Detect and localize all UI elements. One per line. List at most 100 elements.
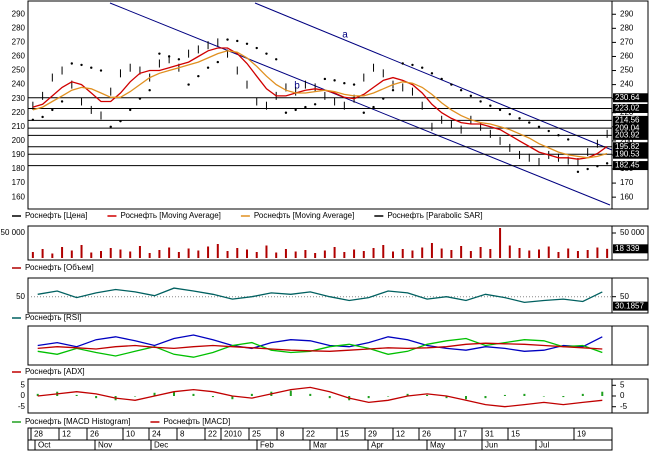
series-line (37, 287, 603, 304)
bar (426, 394, 429, 396)
date-day-label: 17 (458, 430, 467, 439)
sar-dot (313, 103, 317, 106)
price-level-box (613, 115, 648, 125)
y-tick-label: 50 000 (1, 228, 26, 237)
sar-dot (265, 52, 268, 55)
bar (187, 248, 190, 258)
bar (401, 249, 404, 258)
date-month-label: Feb (260, 441, 274, 450)
date-day-label: 10 (126, 430, 135, 439)
bar (392, 251, 394, 258)
bar (328, 396, 331, 399)
bar (353, 249, 356, 258)
bar (557, 252, 560, 258)
date-day-label: 12 (396, 430, 405, 439)
y-tick-label: -5 (18, 402, 26, 411)
bar (596, 247, 599, 258)
date-day-label: 28 (34, 430, 43, 439)
date-axis-frame (27, 427, 613, 451)
y-tick-label: 230 (12, 94, 26, 103)
y-tick-label: 220 (12, 108, 26, 117)
bar (109, 248, 112, 258)
y-tick-label: 5 (21, 380, 26, 389)
y-tick-label: 170 (12, 178, 26, 187)
price-level-box (613, 161, 648, 171)
date-month-label: Jul (539, 441, 549, 450)
sar-dot (148, 89, 151, 92)
y-tick-label-right: 0 (620, 391, 625, 400)
sar-dot (31, 118, 35, 121)
bar (31, 252, 34, 258)
bar (567, 248, 570, 258)
sar-dot (158, 52, 161, 55)
bar (489, 249, 492, 258)
sar-dot (245, 42, 249, 45)
y-tick-label-right: 260 (620, 52, 634, 61)
sar-dot (528, 121, 531, 124)
sar-dot (372, 105, 375, 109)
bar (129, 251, 132, 258)
sar-dot (206, 66, 210, 69)
current-value-label: 18 339 (615, 244, 640, 253)
bar (51, 253, 54, 258)
bar (153, 392, 156, 396)
bar (343, 252, 346, 258)
sar-dot (557, 134, 560, 137)
date-month-label: Jun (485, 441, 498, 450)
bar (581, 393, 584, 396)
sar-dot (537, 125, 541, 129)
sar-dot (41, 115, 44, 119)
y-tick-label: 270 (12, 38, 26, 47)
legend-label: Роснефть [MACD] (163, 417, 230, 426)
sar-dot (459, 89, 463, 92)
bar (119, 249, 122, 258)
sar-dot (382, 97, 385, 100)
bar (606, 248, 609, 258)
sar-dot (362, 111, 365, 114)
sar-dot (197, 74, 200, 78)
y-tick-label-right: 290 (620, 9, 634, 18)
sar-dot (255, 46, 258, 50)
date-day-label: 24 (152, 430, 161, 439)
price-level-box (613, 123, 648, 133)
bar (41, 249, 44, 258)
bar (362, 251, 365, 258)
bar (484, 396, 487, 399)
bar (499, 228, 502, 258)
bar (197, 250, 200, 258)
series-line (37, 337, 603, 358)
bar (304, 250, 307, 258)
date-day-label: 15 (340, 430, 349, 439)
date-day-label: 2010 (224, 430, 242, 439)
price-level-box (613, 103, 648, 113)
bar (90, 252, 93, 258)
bar (469, 251, 472, 258)
y-tick-label: 290 (12, 9, 26, 18)
sar-dot (119, 119, 122, 123)
bar (387, 396, 390, 397)
date-day-label: 22 (306, 430, 315, 439)
sar-dot (236, 39, 239, 43)
price-level-label: 214.56 (615, 116, 640, 125)
bar (430, 243, 433, 258)
price-level-label: 190.53 (615, 149, 640, 158)
legend-label: Роснефть [Moving Average] (254, 211, 354, 220)
bar (508, 245, 511, 258)
price-level-box (613, 93, 648, 103)
price-level-box (613, 130, 648, 140)
bar (236, 248, 239, 258)
y-tick-label: 50 (16, 292, 25, 301)
sar-dot (508, 112, 511, 116)
sar-dot (333, 79, 336, 82)
date-day-label: 31 (485, 430, 494, 439)
sar-dot (304, 105, 307, 109)
date-day-label: 8 (180, 430, 185, 439)
sar-dot (129, 108, 132, 112)
date-day-label: 26 (90, 430, 99, 439)
legend-label: Роснефть [Объем] (25, 263, 94, 272)
sar-dot (450, 83, 453, 86)
y-tick-label-right: 50 000 (620, 228, 645, 237)
date-day-label: 12 (62, 430, 71, 439)
bar (207, 246, 210, 258)
